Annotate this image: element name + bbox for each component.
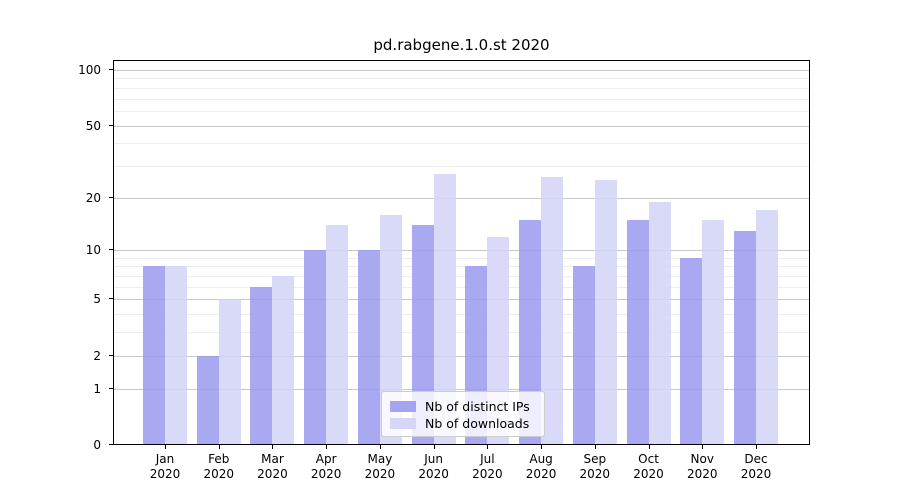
bar-distinct-ips [572, 266, 595, 444]
minor-gridline [114, 110, 809, 112]
bar-distinct-ips [304, 250, 327, 444]
bar-distinct-ips [680, 257, 703, 444]
bar-downloads [218, 299, 241, 444]
bar-distinct-ips [734, 230, 756, 444]
plot-area [113, 60, 810, 445]
y-axis-tick-label: 0 [93, 438, 101, 452]
legend: Nb of distinct IPs Nb of downloads [381, 391, 545, 437]
x-tick-mark [326, 445, 328, 449]
minor-gridline [114, 98, 809, 100]
x-axis-tick-label: Jul 2020 [472, 452, 503, 481]
x-tick-mark [379, 445, 381, 449]
minor-gridline [114, 143, 809, 145]
bar-distinct-ips [357, 250, 380, 444]
major-gridline [114, 355, 809, 357]
x-axis-tick-label: Sep 2020 [579, 452, 611, 481]
minor-gridline [114, 266, 809, 268]
x-axis-tick-label: May 2020 [364, 452, 396, 481]
y-axis-tick-label: 100 [78, 63, 101, 77]
major-gridline [114, 70, 809, 71]
y-tick-mark [109, 354, 113, 356]
x-tick-mark [487, 445, 489, 449]
y-tick-mark [109, 69, 113, 70]
major-gridline [114, 388, 809, 390]
y-tick-mark [109, 298, 113, 300]
bar-distinct-ips [196, 355, 219, 444]
major-gridline [114, 197, 809, 199]
minor-gridline [114, 332, 809, 334]
x-axis-tick-label: Oct 2020 [633, 452, 664, 481]
minor-gridline [114, 257, 809, 259]
bar-downloads [594, 180, 617, 444]
y-axis-tick-label: 20 [85, 190, 101, 205]
major-gridline [114, 125, 809, 127]
x-tick-mark [433, 445, 435, 449]
y-axis-tick-label: 50 [85, 118, 101, 133]
bar-downloads [272, 276, 295, 444]
legend-entry-downloads: Nb of downloads [390, 415, 536, 432]
y-tick-mark [109, 124, 113, 126]
x-axis-tick-label: Jan 2020 [149, 452, 181, 481]
minor-gridline [114, 78, 809, 80]
x-axis-tick-label: Apr 2020 [310, 452, 342, 481]
y-tick-mark [109, 444, 113, 445]
x-tick-mark [756, 445, 757, 449]
bar-distinct-ips [143, 266, 165, 444]
x-axis-tick-label: Feb 2020 [203, 452, 234, 481]
x-axis-tick-label: Dec 2020 [740, 452, 772, 481]
legend-label-distinct-ips: Nb of distinct IPs [425, 399, 530, 414]
minor-gridline [114, 165, 809, 167]
chart-title: pd.rabgene.1.0.st 2020 [373, 36, 550, 54]
bar-downloads [702, 219, 725, 444]
y-axis-tick-label: 2 [93, 348, 101, 363]
x-axis-tick-label: Mar 2020 [257, 452, 288, 481]
minor-gridline [114, 314, 809, 316]
legend-swatch-downloads [390, 418, 416, 429]
x-axis-tick-label: Aug 2020 [525, 452, 557, 481]
minor-gridline [114, 286, 809, 288]
y-axis-tick-label: 5 [93, 292, 101, 307]
bar-distinct-ips [519, 219, 542, 444]
bar-distinct-ips [626, 219, 649, 444]
legend-label-downloads: Nb of downloads [425, 416, 530, 431]
x-tick-mark [272, 445, 274, 449]
x-tick-mark [594, 445, 596, 449]
bar-downloads [541, 177, 564, 444]
bar-downloads [165, 266, 187, 444]
y-tick-mark [109, 387, 113, 389]
y-tick-mark [109, 249, 113, 251]
x-tick-mark [702, 445, 704, 449]
legend-swatch-distinct-ips [390, 401, 416, 412]
y-axis-tick-label: 1 [93, 381, 101, 396]
bar-downloads [326, 224, 349, 444]
bar-downloads [433, 174, 456, 444]
x-tick-mark [165, 445, 166, 449]
major-gridline [114, 299, 809, 301]
major-gridline [114, 250, 809, 252]
bar-downloads [756, 210, 778, 444]
x-tick-mark [648, 445, 650, 449]
y-tick-mark [109, 196, 113, 198]
bar-distinct-ips [250, 286, 273, 444]
legend-entry-distinct-ips: Nb of distinct IPs [390, 398, 536, 415]
minor-gridline [114, 87, 809, 89]
bar-downloads [648, 201, 671, 444]
minor-gridline [114, 276, 809, 278]
bar-downloads [379, 214, 402, 444]
x-axis-tick-label: Nov 2020 [686, 452, 718, 481]
bar-distinct-ips [411, 224, 434, 444]
x-axis-tick-label: Jun 2020 [418, 452, 449, 481]
x-tick-mark [541, 445, 543, 449]
y-axis-tick-label: 10 [85, 243, 101, 258]
x-tick-mark [218, 445, 220, 449]
